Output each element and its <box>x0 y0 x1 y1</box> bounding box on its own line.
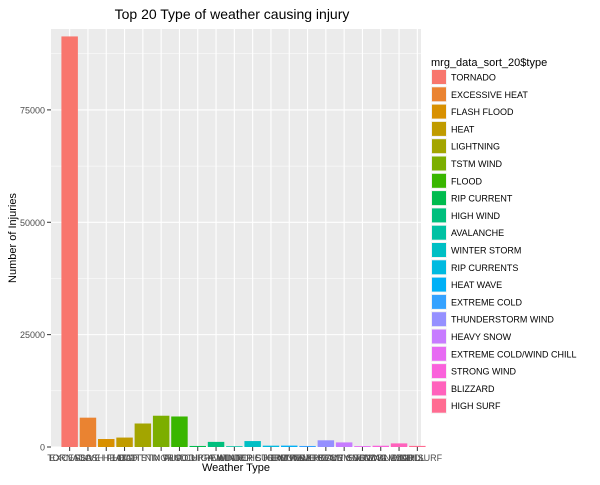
bar <box>281 445 298 447</box>
x-tick-label: WINTER STORM <box>217 453 287 463</box>
chart-title: Top 20 Type of weather causing injury <box>115 6 350 22</box>
legend-label: TORNADO <box>451 73 496 83</box>
legend-label: EXCESSIVE HEAT <box>451 90 528 100</box>
y-axis: 0 25000 50000 75000 <box>20 105 51 453</box>
legend-swatch <box>432 312 446 327</box>
bar <box>372 445 389 447</box>
legend-swatch <box>432 87 446 102</box>
y-axis-label: Number of Injuries <box>7 193 19 283</box>
x-tick-label: RIP CURRENTS <box>237 453 304 463</box>
y-tick-label: 25000 <box>20 330 45 340</box>
x-tick-label: HIGH SURF <box>393 453 443 463</box>
legend-swatch <box>432 329 446 344</box>
legend-label: AVALANCHE <box>451 228 504 238</box>
legend-label: STRONG WIND <box>451 367 516 377</box>
legend-label: HEAT WAVE <box>451 280 502 290</box>
legend: TORNADO EXCESSIVE HEAT FLASH FLOOD HEAT LIGH… <box>431 69 577 414</box>
legend-label: FLASH FLOOD <box>451 107 514 117</box>
legend-label: FLOOD <box>451 176 483 186</box>
x-tick-label: BLIZZARD <box>377 453 421 463</box>
legend-swatch <box>432 243 446 257</box>
bar <box>354 446 371 447</box>
bar <box>226 446 243 447</box>
legend-swatch <box>432 277 446 292</box>
legend-label: LIGHTNING <box>451 142 500 152</box>
x-tick-label: TSTM WIND <box>136 453 187 463</box>
bar <box>134 423 152 447</box>
legend-swatch <box>432 70 446 84</box>
bar <box>61 36 78 447</box>
x-tick-label: HEAT <box>113 453 137 463</box>
legend-label: RIP CURRENT <box>451 194 513 204</box>
bar <box>152 415 170 447</box>
minor-gridlines <box>51 53 421 392</box>
legend-swatch <box>432 225 446 240</box>
y-tick-label: 75000 <box>20 105 45 115</box>
bar <box>390 443 408 447</box>
legend-swatch <box>432 191 446 206</box>
bar <box>335 442 353 447</box>
bar <box>244 441 261 447</box>
bar <box>317 440 335 447</box>
x-tick-label: STRONG WIND <box>348 453 413 463</box>
legend-label: EXTREME COLD <box>451 297 523 307</box>
legend-label: HIGH WIND <box>451 211 500 221</box>
bar <box>116 437 133 447</box>
x-tick-label: LIGHTNING <box>118 453 167 463</box>
bar <box>207 441 225 447</box>
bar <box>79 417 97 447</box>
x-tick-label: HIGH WIND <box>192 453 241 463</box>
x-tick-label: FLASH FLOOD <box>75 453 138 463</box>
legend-swatch <box>432 398 446 413</box>
bar <box>262 445 280 447</box>
legend-swatch <box>432 208 446 223</box>
bar <box>189 445 206 447</box>
legend-label: TSTM WIND <box>451 159 502 169</box>
legend-title: mrg_data_sort_20$type <box>431 57 547 69</box>
x-tick-label: EXTREME COLD <box>272 453 344 463</box>
x-tick-label: EXTREME COLD/WIND CHILL <box>300 453 426 463</box>
bar <box>171 416 188 447</box>
x-tick-label: EXCESSIVE HEAT <box>50 453 127 463</box>
legend-swatch <box>432 156 446 171</box>
legend-swatch <box>432 139 446 154</box>
bar <box>409 445 426 447</box>
legend-label: BLIZZARD <box>451 384 495 394</box>
legend-swatch <box>432 173 446 188</box>
x-tick-label: TORNADO <box>47 453 92 463</box>
x-tick-label: RIP CURRENT <box>167 453 229 463</box>
legend-swatch <box>432 260 446 275</box>
legend-swatch <box>432 121 446 136</box>
x-tick-label: FLOOD <box>164 453 196 463</box>
x-tick-label: HEAVY SNOW <box>314 453 375 463</box>
legend-label: THUNDERSTORM WIND <box>451 315 554 325</box>
x-tick-label: AVALANCHE <box>208 453 261 463</box>
bar <box>299 445 316 447</box>
bar <box>98 439 115 447</box>
legend-swatch <box>432 346 446 361</box>
legend-label: HIGH SURF <box>451 401 501 411</box>
x-tick-label: THUNDERSTORM WIND <box>274 453 377 463</box>
legend-label: HEAVY SNOW <box>451 332 512 342</box>
y-tick-label: 0 <box>40 443 45 453</box>
legend-label: HEAT <box>451 124 475 134</box>
legend-label: RIP CURRENTS <box>451 263 518 273</box>
legend-swatch <box>432 294 446 309</box>
legend-label: EXTREME COLD/WIND CHILL <box>451 349 577 359</box>
bars <box>61 36 426 447</box>
legend-swatch <box>432 381 446 396</box>
legend-label: WINTER STORM <box>451 246 521 256</box>
x-axis-label: Weather Type <box>202 462 270 474</box>
y-tick-label: 50000 <box>20 218 45 228</box>
legend-swatch <box>432 364 446 379</box>
x-tick-label: HEAT WAVE <box>264 453 315 463</box>
legend-swatch <box>432 104 446 119</box>
plot-panel <box>51 29 421 447</box>
